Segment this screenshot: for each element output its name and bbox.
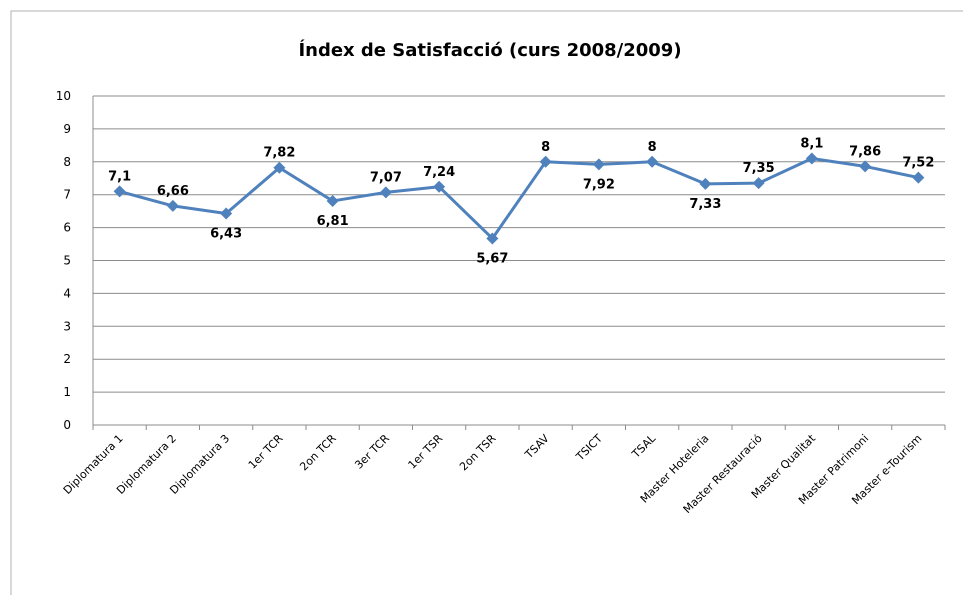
data-label: 6,81: [317, 214, 349, 229]
marker: [486, 232, 499, 245]
data-label: 7,35: [743, 161, 775, 176]
marker: [592, 158, 605, 171]
marker: [166, 199, 179, 212]
y-tick-label: 0: [63, 418, 71, 432]
marker: [646, 155, 659, 168]
y-tick-label: 9: [63, 122, 71, 136]
y-tick-label: 2: [63, 352, 71, 366]
y-tick-label: 3: [63, 319, 71, 333]
line: [119, 157, 919, 240]
marker: [433, 180, 446, 193]
data-label: 8: [541, 140, 550, 155]
data-label: 6,43: [210, 226, 242, 241]
data-label: 7,86: [849, 144, 881, 159]
marker: [326, 194, 339, 207]
y-tick-label: 6: [63, 221, 71, 235]
data-label: 8: [648, 140, 657, 155]
y-tick-label: 4: [63, 286, 71, 300]
data-label: 5,67: [476, 251, 508, 266]
data-label: 6,66: [157, 184, 189, 199]
y-tick-label: 1: [63, 385, 71, 399]
marker: [859, 160, 872, 173]
data-label: 7,1: [108, 169, 131, 184]
chart-title: Índex de Satisfacció (curs 2008/2009): [298, 39, 681, 61]
marker: [539, 155, 552, 168]
marker: [752, 177, 765, 190]
y-tick-label: 5: [63, 254, 71, 268]
data-label: 7,92: [583, 177, 615, 192]
marker: [805, 152, 818, 165]
data-label: 8,1: [800, 137, 823, 152]
y-tick-label: 7: [63, 188, 71, 202]
marker: [379, 186, 392, 199]
y-tick-label: 8: [63, 155, 71, 169]
data-label: 7,24: [423, 165, 455, 180]
data-label: 7,52: [902, 156, 934, 171]
data-label: 7,33: [689, 197, 721, 212]
data-label: 7,82: [263, 146, 295, 161]
data-label: 7,07: [370, 170, 402, 185]
chart-frame: [10, 10, 963, 595]
marker: [220, 207, 233, 220]
marker: [699, 177, 712, 190]
marker: [113, 185, 126, 198]
y-tick-label: 10: [56, 89, 71, 103]
marker: [912, 171, 925, 184]
marker: [273, 161, 286, 174]
